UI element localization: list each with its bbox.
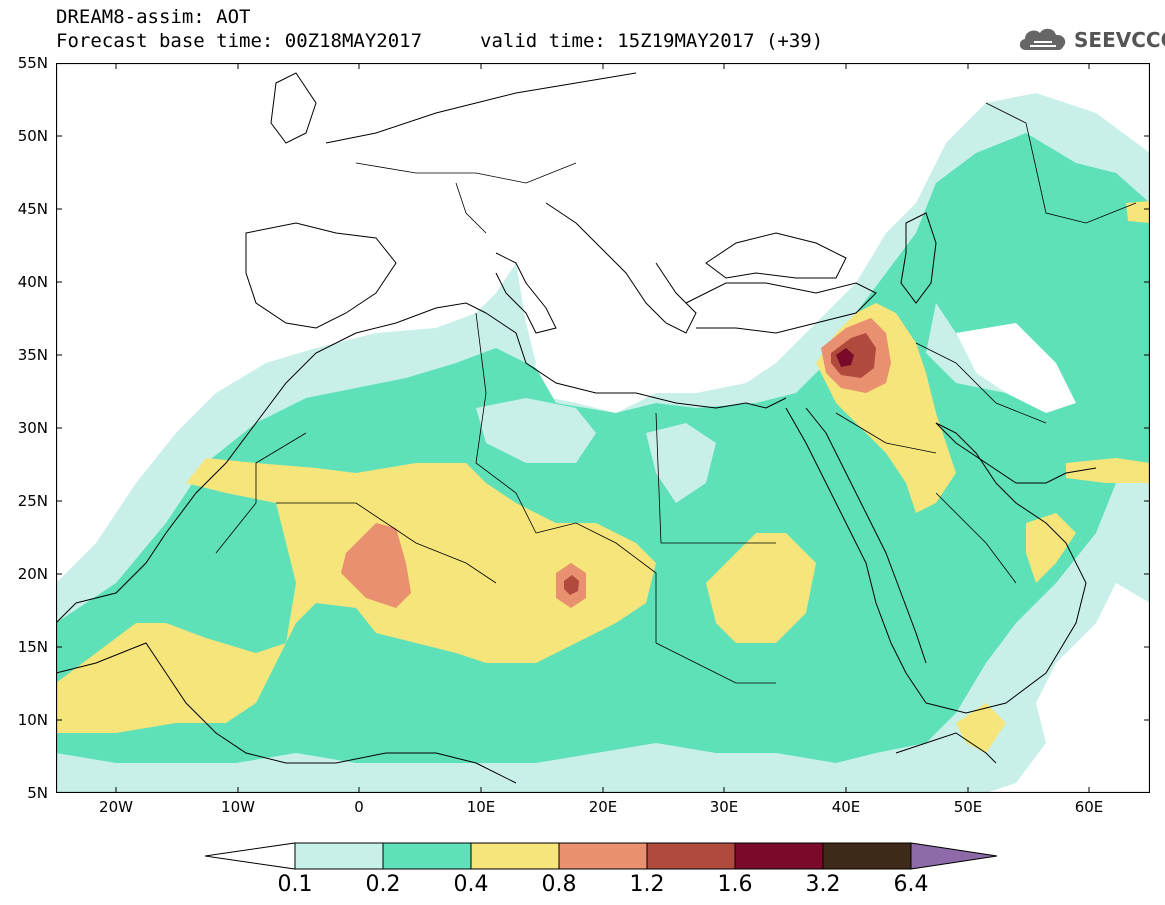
- coast-uk: [270, 72, 317, 144]
- border-europe-2: [455, 182, 487, 234]
- coast-west-africa-south: [56, 642, 517, 784]
- border-arabia-2: [935, 492, 1017, 584]
- aot-band-0.4-oman: [1026, 513, 1076, 583]
- colorbar-label-1.6: 1.6: [717, 872, 753, 897]
- aot-band-0.4-gulf: [1066, 458, 1150, 483]
- coast-horn-africa: [895, 732, 997, 764]
- lon-label-10w: 10W: [221, 798, 255, 816]
- aot-band-0.4-sudan: [706, 533, 816, 643]
- lon-label-60e: 60E: [1074, 798, 1104, 816]
- colorbar-label-6.4: 6.4: [893, 872, 929, 897]
- colorbar-label-0.2: 0.2: [365, 872, 401, 897]
- colorbar-label-0.4: 0.4: [453, 872, 489, 897]
- lat-label-30n: 30N: [17, 419, 48, 437]
- cloud-icon: [1019, 28, 1066, 50]
- aot-band-0.4-kz: [1126, 201, 1150, 223]
- colorbar-swatch-1.6: [734, 842, 824, 870]
- aot-map: [56, 63, 1150, 793]
- coast-arabia: [925, 422, 1087, 714]
- colorbar-label-0.8: 0.8: [541, 872, 577, 897]
- border-central-asia: [985, 102, 1137, 224]
- lat-label-25n: 25N: [17, 492, 48, 510]
- map-title: DREAM8-assim: AOT: [56, 6, 251, 28]
- border-iran: [915, 342, 1047, 424]
- lon-label-10e: 10E: [466, 798, 496, 816]
- colorbar-swatch-0.1: [294, 842, 384, 870]
- colorbar-label-0.1: 0.1: [277, 872, 313, 897]
- lat-label-10n: 10N: [17, 711, 48, 729]
- colorbar-swatch-0.8: [558, 842, 648, 870]
- colorbar-low-arrow: [205, 842, 296, 870]
- border-sudan: [655, 642, 776, 684]
- coast-red-sea: [785, 407, 927, 704]
- lat-label-35n: 35N: [17, 346, 48, 364]
- border-sahara-4: [535, 522, 657, 643]
- coastlines: [56, 72, 1097, 784]
- lat-label-5n: 5N: [27, 784, 48, 802]
- lon-label-40e: 40E: [831, 798, 861, 816]
- border-sahara-1: [215, 432, 307, 554]
- lat-label-15n: 15N: [17, 638, 48, 656]
- coast-turkey: [685, 282, 877, 334]
- colorbar-swatch-1.2: [646, 842, 736, 870]
- border-sahara-3: [475, 312, 537, 534]
- coast-iberia: [245, 222, 397, 329]
- border-arabia-1: [835, 412, 937, 454]
- coast-red-sea-east: [805, 407, 927, 664]
- valid-time: valid time: 15Z19MAY2017 (+39): [480, 30, 824, 52]
- aot-band-0.4-sahel: [56, 458, 656, 733]
- aot-band-1.6-iraq: [836, 348, 854, 367]
- border-europe-1: [355, 162, 577, 184]
- aot-clear-iran: [956, 323, 1076, 413]
- coast-black-sea: [705, 232, 847, 279]
- coast-caspian: [900, 212, 937, 304]
- lat-label-50n: 50N: [17, 127, 48, 145]
- colorbar-label-3.2: 3.2: [805, 872, 841, 897]
- lon-label-20e: 20E: [588, 798, 618, 816]
- colorbar-high-arrow: [910, 842, 998, 870]
- map-frame: [56, 63, 1150, 793]
- aot-clear-egypt: [646, 423, 716, 503]
- aot-colorbar: [205, 842, 998, 870]
- aot-clear-iran2: [926, 303, 1006, 393]
- lat-label-40n: 40N: [17, 273, 48, 291]
- border-sahara-2: [276, 502, 497, 584]
- aot-clear-libya: [476, 398, 596, 463]
- colorbar-swatch-0.4: [470, 842, 560, 870]
- lon-label-20w: 20W: [99, 798, 133, 816]
- lat-label-45n: 45N: [17, 200, 48, 218]
- seevccc-logo: SEEVCCC: [1016, 24, 1165, 56]
- lon-label-0: 0: [354, 798, 364, 816]
- aot-band-0.4-yemen: [956, 703, 1006, 753]
- borders: [215, 102, 1137, 684]
- lon-label-30e: 30E: [709, 798, 739, 816]
- logo-text: SEEVCCC: [1074, 28, 1165, 52]
- coast-persian-gulf: [935, 422, 1097, 484]
- colorbar-swatch-3.2: [822, 842, 912, 870]
- lon-label-50e: 50E: [953, 798, 983, 816]
- border-egypt: [655, 412, 776, 544]
- colorbar-swatch-0.2: [382, 842, 472, 870]
- coast-europe-north: [325, 72, 637, 144]
- aot-band-0.8-mali: [341, 523, 411, 608]
- aot-band-1.2-chad: [564, 575, 579, 595]
- coast-west-africa: [56, 302, 487, 624]
- coast-italy: [495, 252, 557, 334]
- colorbar-label-1.2: 1.2: [629, 872, 665, 897]
- forecast-base-time: Forecast base time: 00Z18MAY2017: [56, 30, 423, 52]
- coast-north-africa: [485, 312, 787, 409]
- lat-label-20n: 20N: [17, 565, 48, 583]
- lat-label-55n: 55N: [17, 54, 48, 72]
